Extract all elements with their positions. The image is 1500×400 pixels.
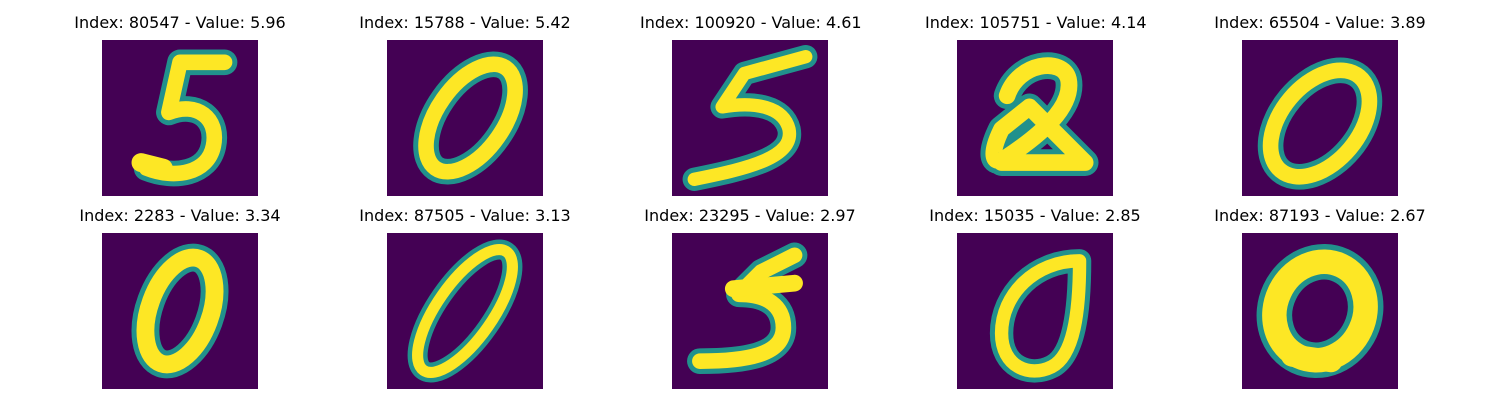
- digit-image: [1242, 233, 1398, 389]
- digit-image: [1242, 40, 1398, 196]
- image-cell-5: Index: 65504 - Value: 3.89: [1210, 12, 1430, 196]
- image-title: Index: 80547 - Value: 5.96: [74, 13, 286, 32]
- image-cell-8: Index: 23295 - Value: 2.97: [640, 205, 860, 389]
- image-cell-4: Index: 105751 - Value: 4.14: [925, 12, 1147, 196]
- digit-image: [672, 233, 828, 389]
- digit-image: [102, 233, 258, 389]
- image-cell-6: Index: 2283 - Value: 3.34: [70, 205, 290, 389]
- image-cell-10: Index: 87193 - Value: 2.67: [1210, 205, 1430, 389]
- image-cell-9: Index: 15035 - Value: 2.85: [925, 205, 1145, 389]
- digit-image: [102, 40, 258, 196]
- image-cell-1: Index: 80547 - Value: 5.96: [70, 12, 290, 196]
- image-title: Index: 105751 - Value: 4.14: [925, 13, 1147, 32]
- image-cell-3: Index: 100920 - Value: 4.61: [640, 12, 862, 196]
- digit-image: [957, 233, 1113, 389]
- digit-image: [957, 40, 1113, 196]
- image-cell-7: Index: 87505 - Value: 3.13: [355, 205, 575, 389]
- image-title: Index: 15788 - Value: 5.42: [359, 13, 571, 32]
- image-title: Index: 87505 - Value: 3.13: [359, 206, 571, 225]
- digit-image: [387, 233, 543, 389]
- digit-image: [672, 40, 828, 196]
- digit-image: [387, 40, 543, 196]
- image-title: Index: 15035 - Value: 2.85: [929, 206, 1141, 225]
- image-title: Index: 100920 - Value: 4.61: [640, 13, 862, 32]
- image-title: Index: 87193 - Value: 2.67: [1214, 206, 1426, 225]
- image-title: Index: 2283 - Value: 3.34: [79, 206, 281, 225]
- image-title: Index: 65504 - Value: 3.89: [1214, 13, 1426, 32]
- image-cell-2: Index: 15788 - Value: 5.42: [355, 12, 575, 196]
- image-title: Index: 23295 - Value: 2.97: [644, 206, 856, 225]
